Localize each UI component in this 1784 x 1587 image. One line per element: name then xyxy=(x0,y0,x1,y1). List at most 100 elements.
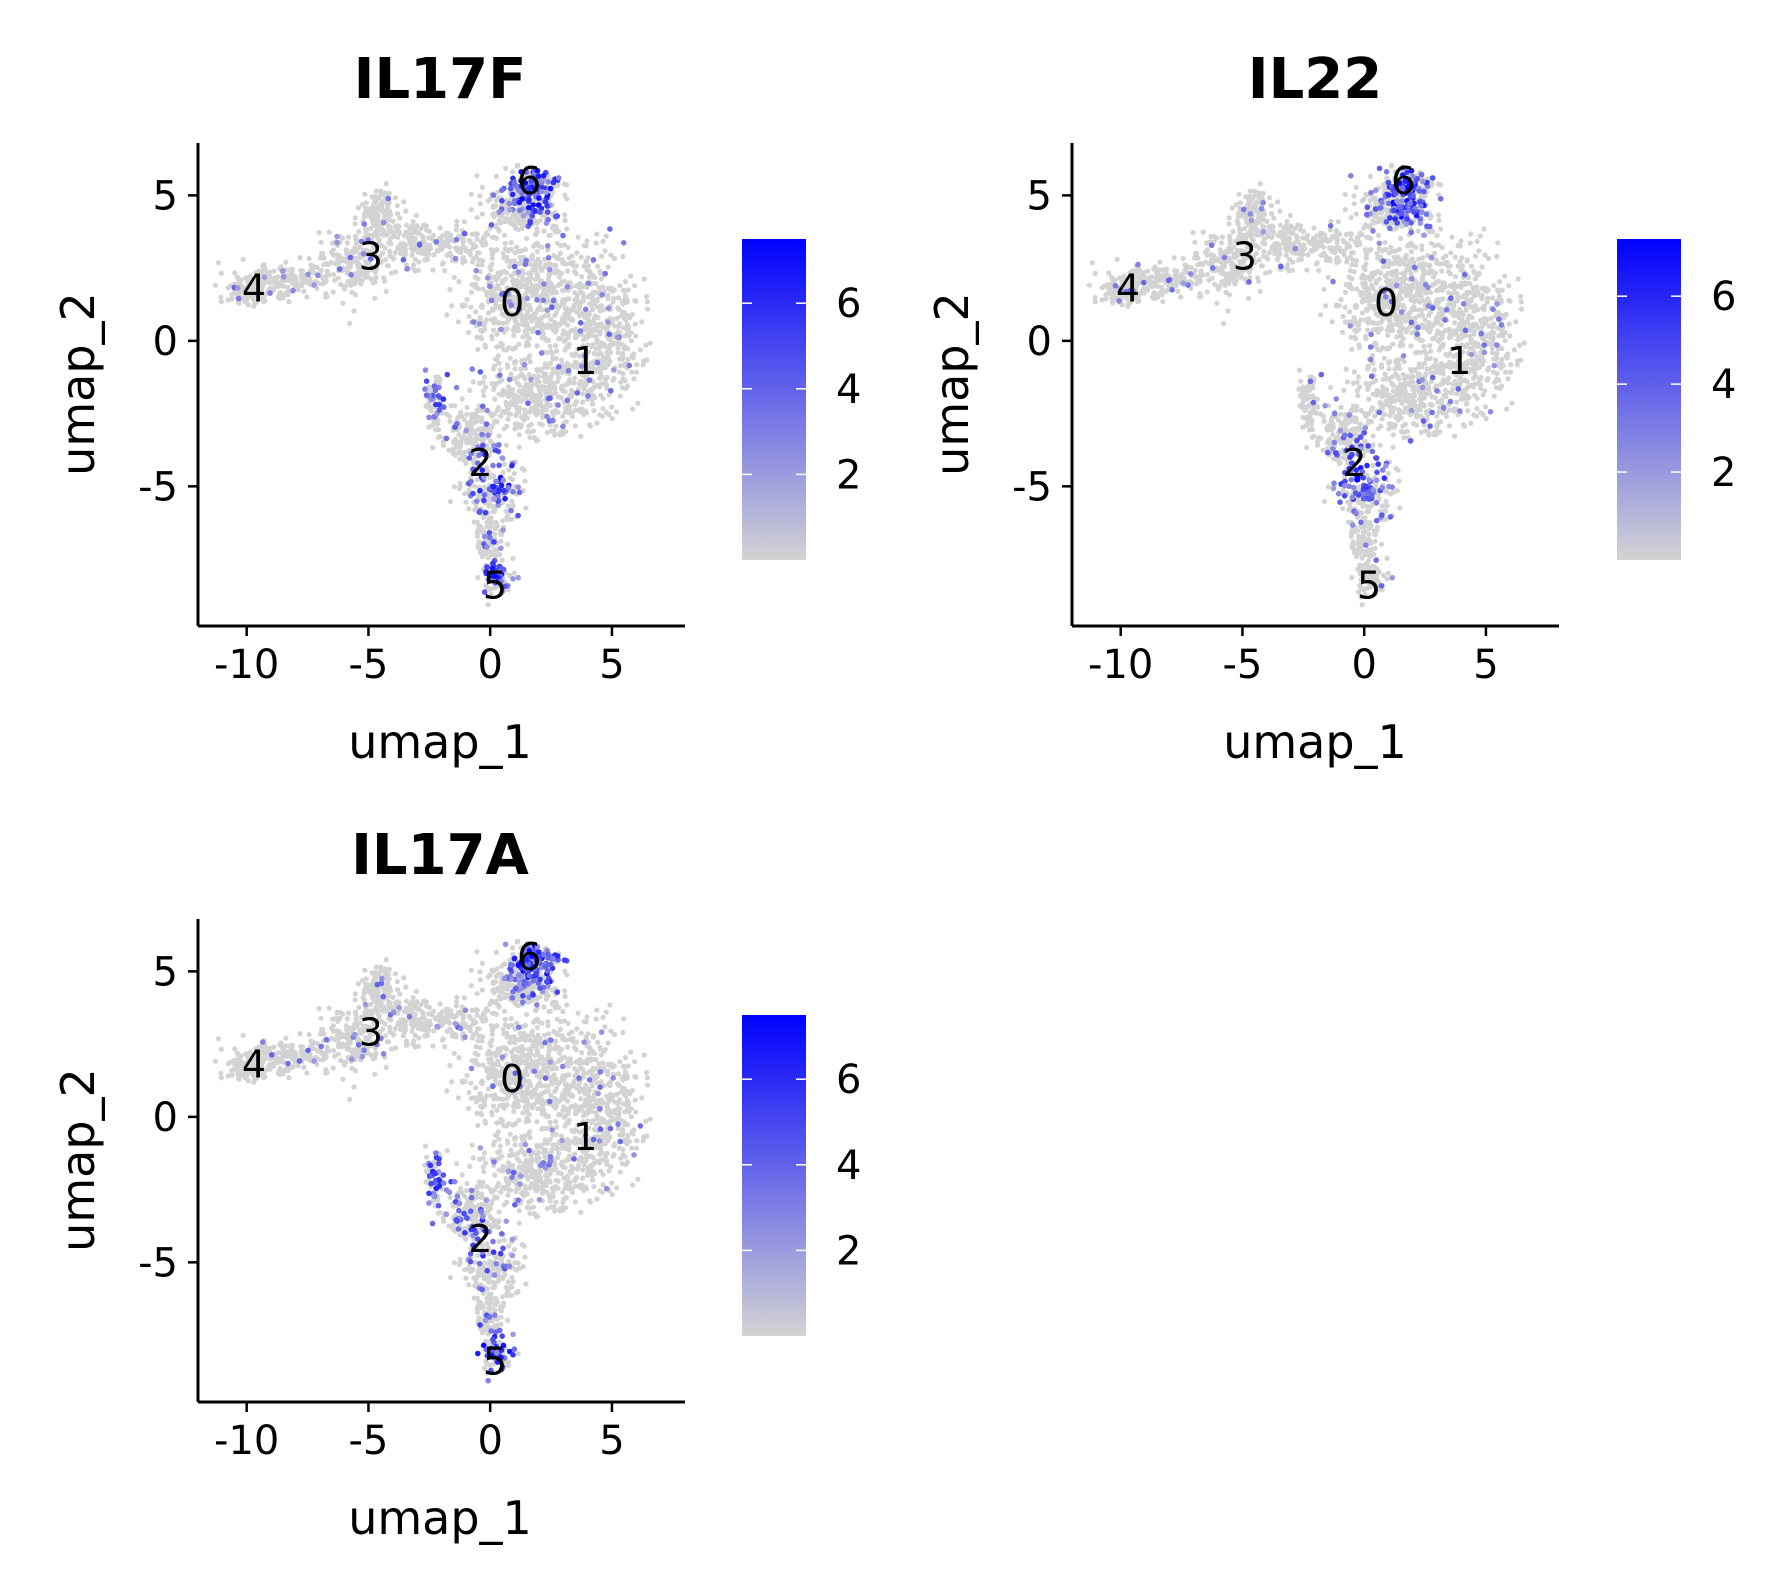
cell-point xyxy=(514,410,520,416)
cell-point xyxy=(1225,308,1231,314)
cell-point xyxy=(572,401,578,408)
cell-point xyxy=(1393,225,1399,232)
cell-point xyxy=(1491,393,1497,399)
cell-point-expressing xyxy=(497,372,503,379)
x-ticks: -10 -5 0 5 xyxy=(214,626,625,688)
cell-point xyxy=(447,286,453,293)
cell-point xyxy=(381,275,387,281)
cell-point xyxy=(485,310,492,316)
cell-point xyxy=(500,469,506,475)
cell-point xyxy=(569,410,575,416)
cell-point xyxy=(407,240,413,246)
cell-point-expressing xyxy=(491,539,497,545)
cell-point xyxy=(1344,259,1350,265)
cell-point xyxy=(565,268,571,274)
cell-point xyxy=(331,272,337,278)
cell-point xyxy=(308,262,314,268)
cell-point xyxy=(1506,283,1512,289)
cell-point xyxy=(616,340,622,346)
cell-point xyxy=(633,369,640,375)
cell-point xyxy=(581,243,587,249)
cell-point xyxy=(581,386,587,392)
cell-point-expressing xyxy=(525,400,531,407)
cell-point xyxy=(340,256,346,262)
cell-point xyxy=(534,343,540,349)
cell-point xyxy=(234,290,240,296)
cell-point xyxy=(480,379,486,385)
cell-point xyxy=(1423,351,1429,357)
cell-point-expressing xyxy=(487,534,493,541)
cell-point xyxy=(461,219,467,225)
cell-point xyxy=(357,244,363,250)
cell-point xyxy=(353,236,359,242)
cell-point xyxy=(1419,247,1425,253)
cell-point xyxy=(617,283,623,289)
cell-point xyxy=(403,208,409,214)
cell-point xyxy=(1092,294,1098,300)
cell-point xyxy=(548,428,554,434)
cell-point xyxy=(492,396,498,402)
cell-point xyxy=(1318,237,1324,243)
cell-point xyxy=(1400,302,1406,308)
cell-point xyxy=(580,399,586,405)
cell-point xyxy=(496,391,502,397)
cell-point xyxy=(271,268,277,274)
cell-point xyxy=(1397,290,1403,296)
cell-point xyxy=(589,307,595,313)
cell-point xyxy=(1267,269,1273,275)
cell-point xyxy=(562,192,568,198)
cell-point xyxy=(528,421,535,427)
cell-point xyxy=(544,288,551,294)
cell-point xyxy=(1505,376,1511,382)
cell-point xyxy=(526,372,532,378)
cell-point xyxy=(535,320,541,326)
cell-point xyxy=(1398,327,1404,333)
cell-point xyxy=(508,239,514,246)
cell-point xyxy=(465,248,471,255)
cell-point xyxy=(314,264,320,271)
cell-point-expressing xyxy=(477,487,483,494)
cell-point xyxy=(518,398,524,404)
cell-point xyxy=(620,253,626,260)
cell-point xyxy=(1365,297,1372,303)
cell-point xyxy=(1375,268,1381,274)
cell-point xyxy=(548,317,554,323)
cell-point-expressing xyxy=(517,207,523,214)
cell-point xyxy=(1219,234,1225,240)
cell-point-expressing xyxy=(347,254,354,261)
cell-point-expressing xyxy=(545,254,552,261)
cell-point xyxy=(1295,239,1301,245)
cell-point xyxy=(596,304,603,310)
cell-point xyxy=(1305,252,1311,258)
cell-point xyxy=(1216,283,1222,289)
cell-point xyxy=(340,235,346,241)
cell-point xyxy=(565,244,571,251)
cell-point xyxy=(275,274,281,280)
cell-point xyxy=(372,269,378,275)
cell-point xyxy=(456,279,462,285)
cell-point xyxy=(554,240,561,246)
cell-point xyxy=(1316,268,1322,274)
cell-point xyxy=(477,201,483,207)
cell-point xyxy=(1437,261,1443,267)
cell-point xyxy=(560,364,567,370)
cell-point xyxy=(477,315,483,321)
cell-point-expressing xyxy=(521,362,528,368)
colorbar xyxy=(742,239,806,560)
cell-point xyxy=(1226,292,1233,298)
cell-point xyxy=(1108,282,1114,288)
cell-point xyxy=(1204,289,1210,295)
cell-point-expressing xyxy=(479,431,486,438)
cell-point xyxy=(596,345,602,351)
cell-point xyxy=(1190,230,1196,236)
cell-point xyxy=(533,412,540,418)
cell-point xyxy=(1338,296,1344,303)
cell-point xyxy=(550,225,556,231)
cell-point-expressing xyxy=(380,219,387,226)
cell-point xyxy=(232,270,238,276)
cell-point-expressing xyxy=(524,295,531,302)
cell-point-expressing xyxy=(542,199,549,205)
cell-point xyxy=(475,574,481,581)
cell-point xyxy=(578,254,584,260)
cell-point xyxy=(451,484,457,490)
